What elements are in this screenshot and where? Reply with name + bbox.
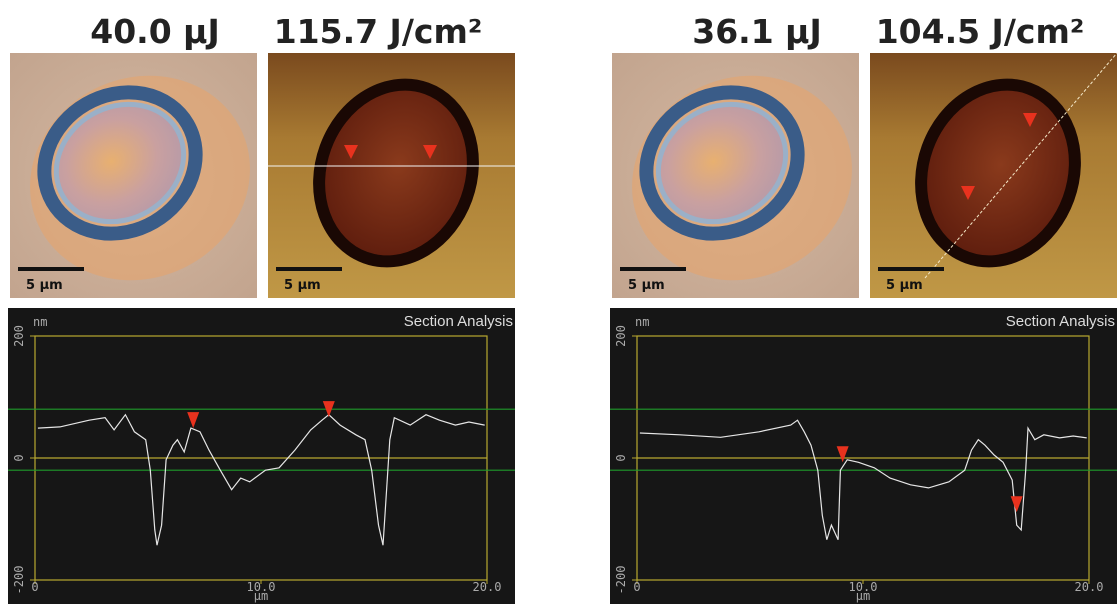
plot-background <box>610 308 1117 604</box>
y-tick-label: -200 <box>12 566 26 595</box>
y-tick-label: 200 <box>12 325 26 347</box>
x-tick-label: 10.0 <box>247 580 276 594</box>
plot-title: Section Analysis <box>404 313 513 330</box>
y-tick-label: 200 <box>614 325 628 347</box>
scale-bar-label: 5 µm <box>628 278 665 293</box>
scale-bar-label: 5 µm <box>886 278 923 293</box>
x-tick-label: 10.0 <box>849 580 878 594</box>
scale-bar-label: 5 µm <box>284 278 321 293</box>
scale-bar-label: 5 µm <box>26 278 63 293</box>
figure: 40.0 µJ 115.7 J/cm² 5 µm 5 µm 36.1 µJ 104.5 J… <box>0 0 1118 604</box>
fluence-label: 115.7 J/cm² <box>274 12 483 51</box>
x-tick-label: 0 <box>633 580 640 594</box>
fluence-label: 104.5 J/cm² <box>876 12 1085 51</box>
plot-title: Section Analysis <box>1006 313 1115 330</box>
plot-background <box>8 308 515 604</box>
y-tick-label: 0 <box>12 454 26 461</box>
y-axis-label: nm <box>635 315 649 329</box>
x-tick-label: 20.0 <box>1075 580 1104 594</box>
energy-label: 36.1 µJ <box>692 12 821 51</box>
y-tick-label: 0 <box>614 454 628 461</box>
energy-label: 40.0 µJ <box>90 12 219 51</box>
y-tick-label: -200 <box>614 566 628 595</box>
x-tick-label: 0 <box>31 580 38 594</box>
x-tick-label: 20.0 <box>473 580 502 594</box>
y-axis-label: nm <box>33 315 47 329</box>
